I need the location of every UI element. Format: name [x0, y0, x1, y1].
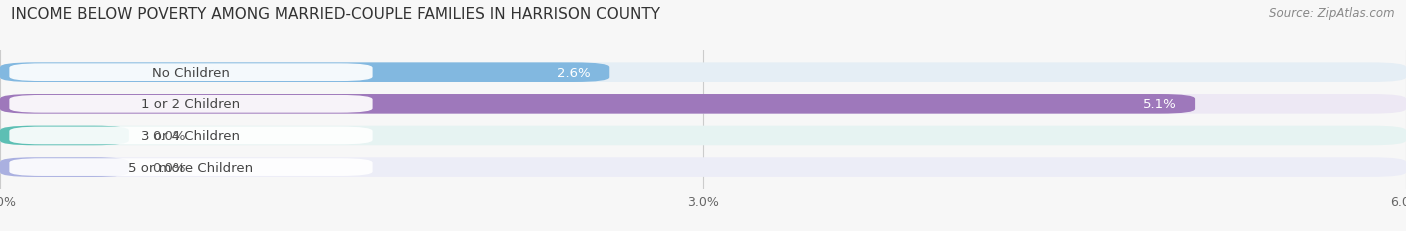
- Text: INCOME BELOW POVERTY AMONG MARRIED-COUPLE FAMILIES IN HARRISON COUNTY: INCOME BELOW POVERTY AMONG MARRIED-COUPL…: [11, 7, 661, 22]
- Text: 1 or 2 Children: 1 or 2 Children: [142, 98, 240, 111]
- Text: 2.6%: 2.6%: [557, 66, 591, 79]
- FancyBboxPatch shape: [0, 63, 1406, 83]
- FancyBboxPatch shape: [0, 63, 609, 83]
- FancyBboxPatch shape: [0, 158, 1406, 177]
- FancyBboxPatch shape: [0, 126, 1406, 146]
- FancyBboxPatch shape: [0, 126, 129, 146]
- FancyBboxPatch shape: [10, 158, 373, 176]
- Text: No Children: No Children: [152, 66, 231, 79]
- Text: 5 or more Children: 5 or more Children: [128, 161, 253, 174]
- FancyBboxPatch shape: [0, 95, 1195, 114]
- Text: 3 or 4 Children: 3 or 4 Children: [142, 129, 240, 142]
- FancyBboxPatch shape: [10, 64, 373, 82]
- Text: 5.1%: 5.1%: [1143, 98, 1177, 111]
- FancyBboxPatch shape: [10, 96, 373, 113]
- Text: 0.0%: 0.0%: [152, 161, 186, 174]
- Text: Source: ZipAtlas.com: Source: ZipAtlas.com: [1270, 7, 1395, 20]
- FancyBboxPatch shape: [0, 158, 129, 177]
- FancyBboxPatch shape: [0, 95, 1406, 114]
- FancyBboxPatch shape: [10, 127, 373, 145]
- Text: 0.0%: 0.0%: [152, 129, 186, 142]
